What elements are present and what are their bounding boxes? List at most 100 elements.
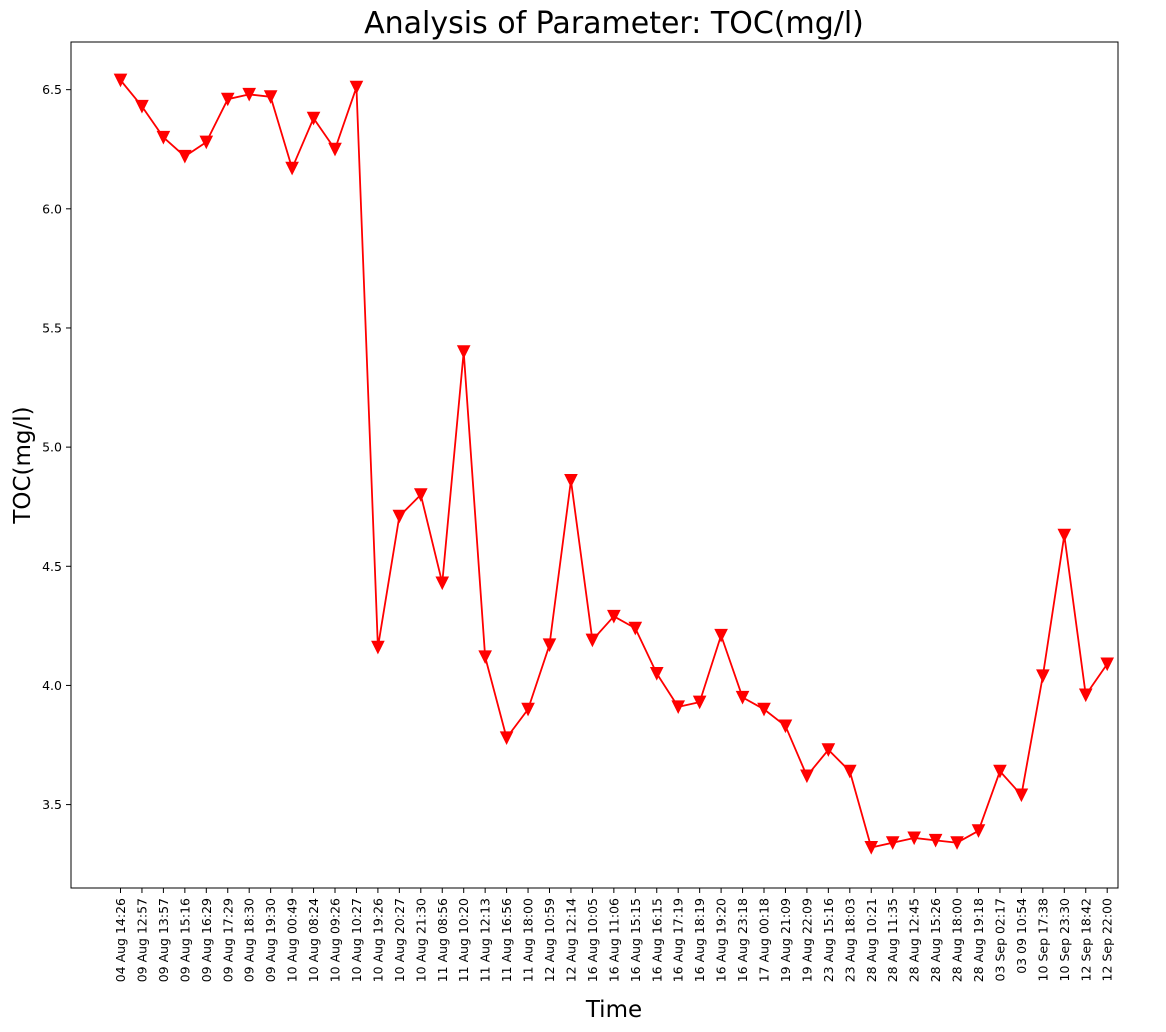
y-axis: 3.5 4.0 4.5 5.0 5.5 6.0 6.5 — [42, 82, 71, 812]
x-tick-label: 16 Aug 15:15 — [628, 898, 643, 982]
x-tick-label: 11 Aug 10:20 — [456, 898, 471, 982]
data-point — [285, 161, 299, 176]
data-point — [220, 92, 235, 107]
data-point — [864, 840, 879, 855]
data-point — [413, 488, 428, 502]
y-tick-label: 6.0 — [42, 201, 62, 216]
data-point — [928, 833, 943, 848]
x-tick-label: 28 Aug 19:18 — [971, 898, 986, 982]
y-tick-label: 4.5 — [42, 559, 62, 574]
data-point — [692, 695, 707, 710]
data-point — [628, 621, 643, 636]
data-point — [757, 702, 771, 717]
data-point — [907, 831, 921, 846]
x-tick-label: 16 Aug 17:19 — [671, 898, 686, 982]
x-tick-label: 11 Aug 18:00 — [521, 898, 536, 982]
x-tick-label: 10 Aug 00:49 — [285, 898, 300, 982]
data-point — [842, 764, 857, 779]
x-tick-label: 16 Aug 10:05 — [585, 898, 600, 982]
x-tick-label: 10 Aug 09:26 — [328, 898, 343, 982]
x-tick-label: 23 Aug 15:16 — [821, 898, 836, 982]
data-point — [993, 764, 1007, 779]
x-axis-label: Time — [585, 997, 642, 1023]
x-tick-label: 09 Aug 18:30 — [242, 898, 257, 982]
x-tick-label: 10 Aug 10:27 — [349, 898, 364, 982]
x-tick-label: 28 Aug 12:45 — [907, 898, 922, 982]
plot-area — [70, 41, 1119, 889]
x-tick-label: 12 Sep 18:42 — [1078, 898, 1093, 981]
x-tick-label: 10 Aug 21:30 — [413, 898, 428, 982]
x-tick-label: 11 Aug 12:13 — [478, 898, 493, 982]
data-point — [306, 111, 321, 126]
data-point — [263, 90, 278, 104]
x-tick-label: 28 Aug 10:21 — [864, 898, 879, 982]
y-tick-label: 5.5 — [42, 320, 62, 335]
x-tick-label: 03 Sep 02:17 — [992, 898, 1007, 981]
x-tick-label: 16 Aug 23:18 — [735, 898, 750, 982]
y-tick-label: 6.5 — [42, 82, 62, 97]
data-point — [607, 609, 621, 624]
data-point — [885, 836, 900, 850]
x-tick-label: 19 Aug 22:09 — [799, 898, 814, 982]
x-tick-label: 10 Aug 08:24 — [306, 898, 321, 982]
x-tick-label: 16 Aug 19:20 — [714, 898, 729, 982]
data-point — [1036, 669, 1050, 684]
data-point — [392, 509, 407, 524]
x-tick-label: 11 Aug 08:56 — [435, 898, 450, 982]
x-tick-label: 17 Aug 00:18 — [757, 898, 772, 982]
y-tick-label: 4.0 — [42, 678, 62, 693]
data-point — [950, 836, 964, 850]
data-point — [564, 473, 578, 488]
data-point — [1100, 657, 1115, 672]
x-tick-label: 09 Aug 15:16 — [177, 898, 192, 982]
x-tick-label: 11 Aug 16:56 — [499, 898, 514, 982]
x-tick-label: 09 Aug 16:29 — [199, 898, 214, 982]
data-point — [242, 87, 257, 102]
data-point — [456, 345, 471, 359]
x-tick-label: 09 Aug 13:57 — [156, 898, 171, 982]
data-point — [135, 99, 149, 114]
y-tick-label: 5.0 — [42, 440, 62, 455]
data-point — [971, 824, 986, 838]
x-tick-label: 12 Aug 12:14 — [563, 898, 578, 982]
data-point — [1014, 788, 1029, 803]
x-tick-label: 12 Aug 10:59 — [542, 898, 557, 982]
x-tick-label: 03 09 10:54 — [1014, 898, 1029, 974]
data-point — [328, 142, 342, 157]
x-tick-label: 19 Aug 21:09 — [778, 898, 793, 982]
data-point — [671, 700, 686, 714]
data-point — [521, 702, 535, 717]
data-point — [1078, 688, 1093, 703]
data-point — [714, 628, 728, 643]
x-tick-label: 16 Aug 11:06 — [606, 898, 621, 982]
data-point — [371, 640, 385, 655]
x-tick-label: 23 Aug 18:03 — [842, 898, 857, 982]
data-point — [649, 667, 664, 681]
x-tick-label: 09 Aug 19:30 — [263, 898, 278, 982]
x-tick-label: 10 Aug 19:26 — [370, 898, 385, 982]
data-point — [199, 135, 214, 150]
x-tick-label: 09 Aug 17:29 — [220, 898, 235, 982]
chart-title: Analysis of Parameter: TOC(mg/l) — [364, 6, 864, 41]
data-point — [478, 650, 492, 664]
data-point — [499, 731, 514, 745]
data-point — [113, 73, 128, 88]
x-tick-label: 28 Aug 11:35 — [885, 898, 900, 982]
x-tick-label: 16 Aug 18:19 — [692, 898, 707, 982]
data-point — [585, 633, 600, 648]
data-point — [542, 638, 557, 653]
data-point — [349, 80, 364, 95]
x-tick-label: 10 Aug 20:27 — [392, 898, 407, 982]
data-point — [156, 130, 171, 145]
data-point — [735, 690, 750, 705]
x-tick-label: 16 Aug 16:15 — [649, 898, 664, 982]
x-tick-label: 28 Aug 15:26 — [928, 898, 943, 982]
data-point — [1057, 528, 1072, 543]
data-point — [778, 719, 793, 734]
data-point — [435, 576, 450, 591]
y-axis-label: TOC(mg/l) — [10, 406, 36, 524]
x-tick-label: 12 Sep 22:00 — [1100, 898, 1115, 981]
y-tick-label: 3.5 — [42, 797, 62, 812]
series-line — [119, 79, 1108, 849]
